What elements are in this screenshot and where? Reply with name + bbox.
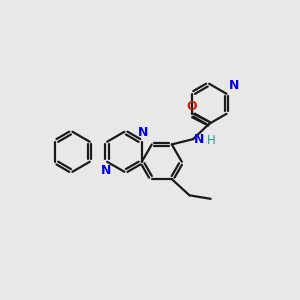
Text: H: H bbox=[207, 134, 216, 147]
Text: N: N bbox=[138, 126, 148, 140]
Text: N: N bbox=[100, 164, 111, 177]
Text: N: N bbox=[229, 79, 239, 92]
Text: N: N bbox=[194, 133, 204, 146]
Text: O: O bbox=[186, 100, 196, 112]
